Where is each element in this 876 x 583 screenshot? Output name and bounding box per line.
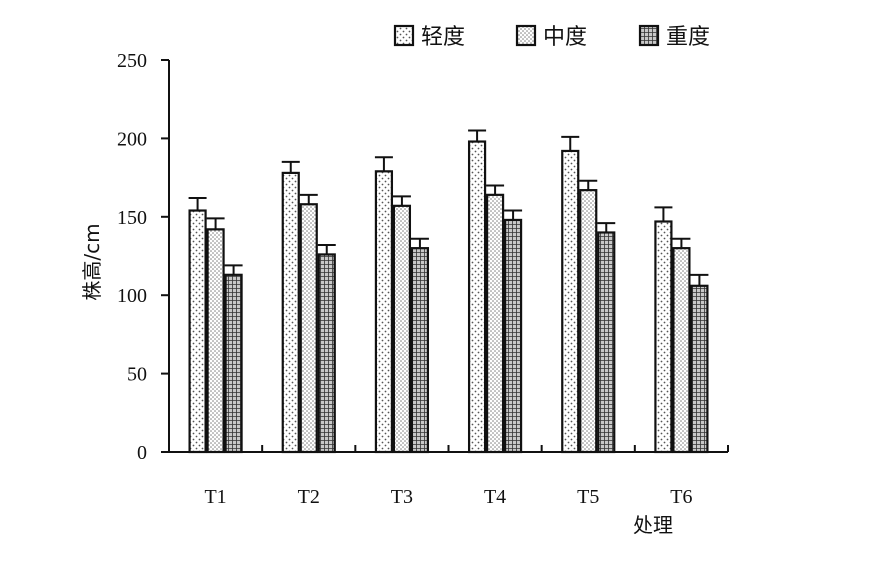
x-tick-label: T2	[298, 486, 320, 508]
bar-T5-中度	[579, 189, 598, 454]
bar-T6-轻度	[654, 220, 673, 454]
bar-T5-轻度	[561, 149, 580, 454]
bar-T2-轻度	[281, 171, 300, 454]
x-tick-label: T4	[484, 486, 506, 508]
bar-T1-重度	[224, 273, 243, 454]
y-tick-label: 50	[127, 364, 147, 386]
bar-T6-重度	[690, 284, 709, 454]
legend: 轻度 中度 重度	[393, 24, 710, 50]
x-tick-label: T5	[577, 486, 599, 508]
y-tick-label: 0	[137, 442, 147, 464]
legend-label: 轻度	[421, 25, 465, 50]
bar-T3-重度	[410, 247, 430, 454]
x-tick-label: T6	[670, 486, 692, 508]
y-axis-title: 株高/cm	[80, 223, 104, 300]
legend-label: 重度	[666, 25, 710, 50]
legend-swatch-重度	[638, 24, 660, 47]
legend-swatch-轻度	[393, 24, 415, 47]
y-tick-label: 250	[117, 50, 147, 72]
bar-T6-中度	[672, 247, 691, 454]
labels: 0 50 100 150 200 250 T1 T2 T3 T4 T5 T6 株高/cm 处理	[80, 50, 693, 537]
bar-T5-重度	[597, 231, 616, 454]
y-tick-label: 100	[117, 285, 147, 307]
bar-T4-重度	[503, 218, 523, 454]
bar-T1-中度	[206, 228, 225, 454]
x-axis-title: 处理	[633, 513, 673, 537]
axes	[161, 59, 729, 453]
bar-T2-中度	[299, 203, 318, 454]
legend-label: 中度	[543, 25, 587, 50]
bar-T3-轻度	[374, 170, 394, 454]
bar-T3-中度	[392, 204, 412, 454]
bar-T2-重度	[317, 253, 336, 454]
x-tick-label: T3	[391, 486, 413, 508]
bar-T4-轻度	[467, 140, 487, 454]
y-tick-label: 150	[117, 207, 147, 229]
bars	[188, 129, 709, 454]
y-tick-label: 200	[117, 128, 147, 150]
bar-T4-中度	[485, 193, 505, 454]
legend-swatch-中度	[515, 24, 537, 47]
x-tick-label: T1	[204, 486, 226, 508]
bar-T1-轻度	[188, 209, 207, 454]
